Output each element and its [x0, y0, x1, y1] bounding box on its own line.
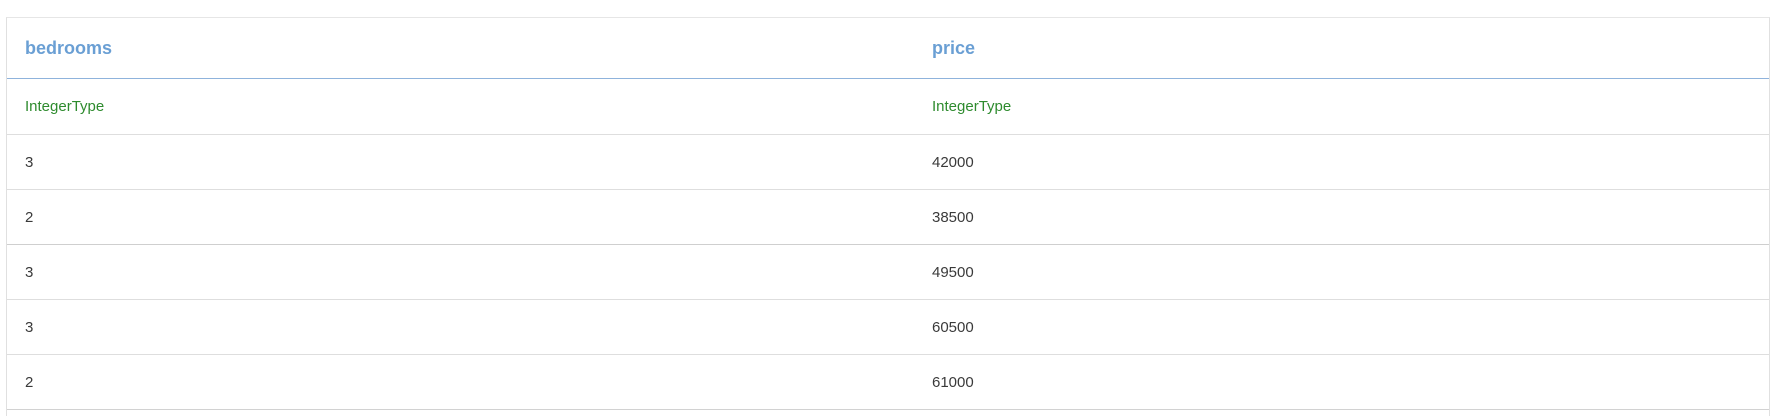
cell-bedrooms: 3: [7, 299, 914, 355]
cell-price: 38500: [914, 189, 1769, 245]
table-row: 2 61000: [7, 354, 1769, 410]
type-row: IntegerType IntegerType: [7, 78, 1769, 135]
cell-price: 49500: [914, 244, 1769, 300]
column-header-bedrooms[interactable]: bedrooms: [7, 18, 914, 79]
cell-bedrooms: 2: [7, 354, 914, 410]
cell-price: 42000: [914, 134, 1769, 190]
table-row: 2 38500: [7, 189, 1769, 245]
cell-price: 60500: [914, 299, 1769, 355]
cell-price: 61000: [914, 354, 1769, 410]
cell-bedrooms: 3: [7, 134, 914, 190]
column-type-bedrooms: IntegerType: [7, 78, 914, 135]
table-row: 3 42000: [7, 134, 1769, 190]
dataframe-table: bedrooms price IntegerType IntegerType 3…: [7, 18, 1769, 410]
column-header-price[interactable]: price: [914, 18, 1769, 79]
cell-bedrooms: 2: [7, 189, 914, 245]
table-row: 3 60500: [7, 299, 1769, 355]
cell-bedrooms: 3: [7, 244, 914, 300]
data-table: bedrooms price IntegerType IntegerType 3…: [6, 17, 1770, 416]
column-type-price: IntegerType: [914, 78, 1769, 135]
table-row: 3 49500: [7, 244, 1769, 300]
header-row: bedrooms price: [7, 18, 1769, 79]
